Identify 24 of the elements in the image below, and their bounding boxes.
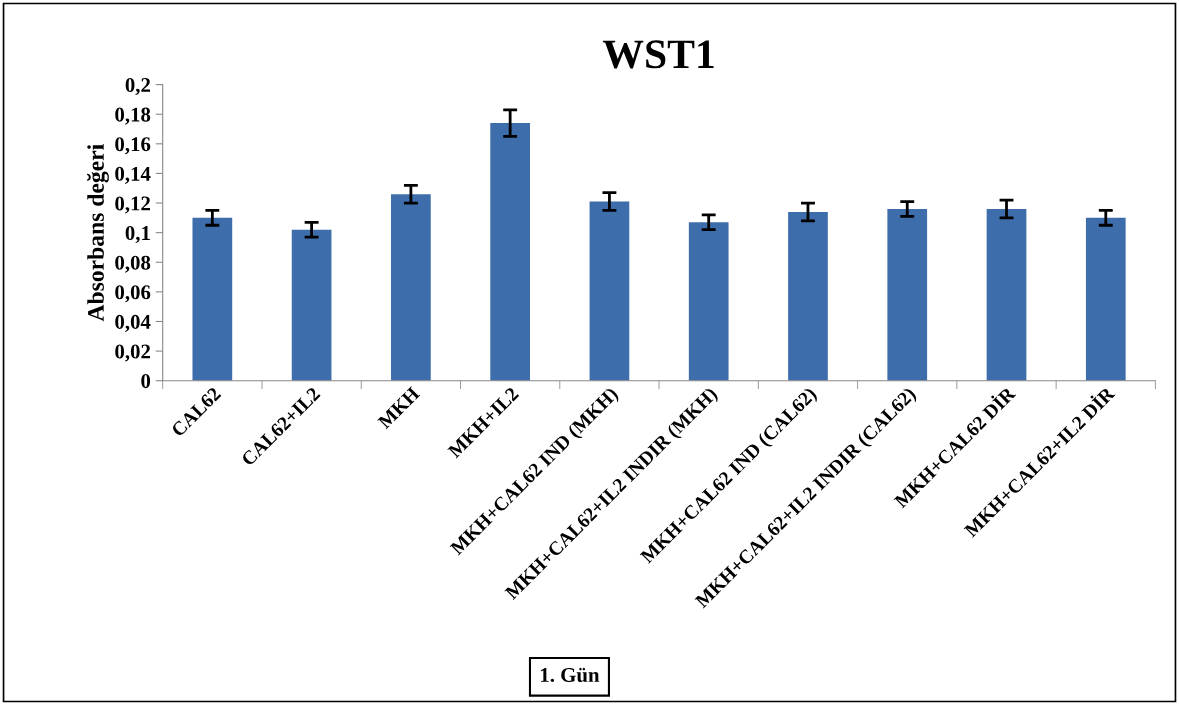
bar (490, 123, 531, 381)
y-axis-title: Absorbans değeri (87, 144, 109, 322)
y-tick-label: 0,18 (115, 107, 151, 125)
bar (589, 201, 630, 381)
y-tick-label: 0,08 (115, 255, 151, 273)
y-tick-label: 0,1 (125, 226, 150, 244)
chart-title: WST1 (602, 40, 714, 69)
y-tick-label: 0,12 (115, 196, 150, 214)
y-tick-label: 0 (141, 374, 151, 389)
bar (887, 208, 928, 381)
bar (291, 229, 332, 381)
text: 1. Gün (541, 667, 600, 683)
bar (192, 217, 233, 381)
y-tick-label: 0,14 (115, 166, 151, 184)
y-tick-label: 0,02 (115, 344, 150, 362)
y-tick-label: 0,06 (115, 285, 151, 303)
bar (788, 211, 828, 381)
y-tick-label: 0,16 (115, 137, 151, 155)
bar (391, 194, 431, 381)
y-tick-label: 0,04 (115, 314, 151, 332)
bar (688, 222, 729, 381)
y-tick-label: 0,2 (125, 77, 150, 96)
bar (1085, 217, 1126, 381)
bar (986, 208, 1027, 381)
